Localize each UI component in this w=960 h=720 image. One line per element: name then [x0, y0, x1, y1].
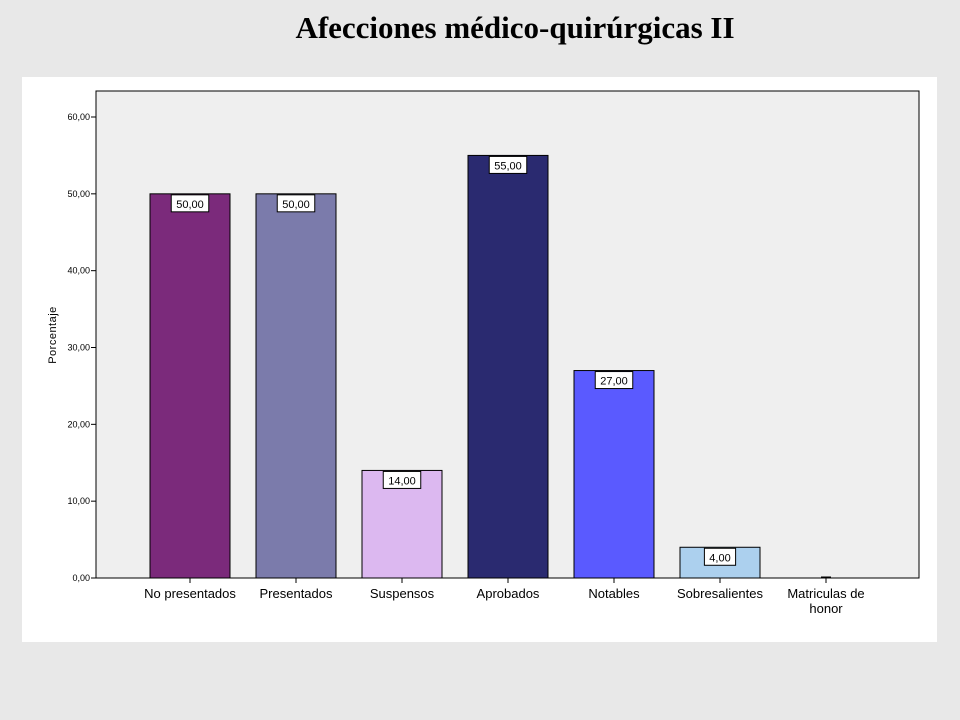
y-tick-label: 20,00 — [67, 419, 90, 429]
data-label: 55,00 — [494, 160, 522, 172]
data-label: 27,00 — [600, 376, 628, 388]
chart-panel: Porcentaje 0,00 10,00 20,00 30,00 40,00 50,00… — [22, 77, 937, 642]
data-label: 4,00 — [709, 552, 730, 564]
data-label: 50,00 — [282, 199, 310, 211]
x-tick-label: Matriculas de — [787, 586, 864, 601]
bar — [255, 193, 337, 579]
chart-title: Afecciones médico-quirúrgicas II — [295, 10, 735, 45]
data-label: 50,00 — [176, 199, 204, 211]
x-tick-label: Suspensos — [370, 586, 435, 601]
bars: 50,00 50,00 14,00 55,00 27,00 4,00 — [149, 154, 831, 579]
y-tick-label: 10,00 — [67, 496, 90, 506]
x-tick-label: Notables — [588, 586, 640, 601]
data-label: 14,00 — [388, 475, 416, 487]
bar-chart: Porcentaje 0,00 10,00 20,00 30,00 40,00 50,00… — [47, 90, 920, 616]
y-tick-label: 30,00 — [67, 343, 90, 353]
y-axis: 0,00 10,00 20,00 30,00 40,00 50,00 60,00 — [67, 112, 96, 583]
x-tick-label: No presentados — [144, 586, 236, 601]
data-label-box — [488, 155, 528, 174]
data-label-box — [594, 371, 634, 390]
data-label-box — [703, 547, 737, 566]
bar — [149, 193, 231, 579]
y-tick-label: 60,00 — [67, 112, 90, 122]
bar — [573, 370, 655, 579]
x-axis: No presentados Presentados Suspensos Aproba… — [144, 578, 865, 616]
data-label-box — [170, 194, 210, 213]
x-tick-label: Sobresalientes — [677, 586, 763, 601]
x-tick-label: Presentados — [260, 586, 333, 601]
y-tick-label: 50,00 — [67, 189, 90, 199]
x-tick-label: Aprobados — [477, 586, 540, 601]
y-tick-label: 0,00 — [72, 573, 90, 583]
data-label-box — [276, 194, 316, 213]
x-tick-label: honor — [809, 601, 843, 616]
bar — [467, 154, 549, 579]
y-axis-title: Porcentaje — [47, 306, 59, 364]
data-label-box — [382, 470, 422, 489]
y-tick-label: 40,00 — [67, 266, 90, 276]
